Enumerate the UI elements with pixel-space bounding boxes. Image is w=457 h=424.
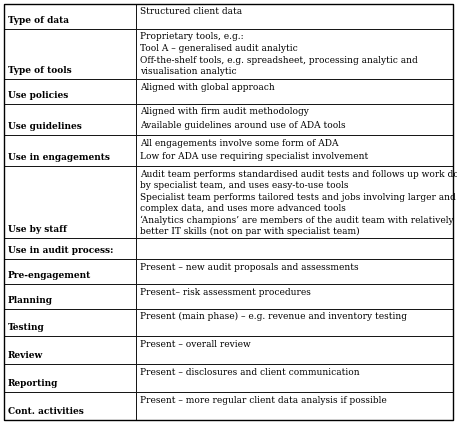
Text: Aligned with global approach: Aligned with global approach xyxy=(140,83,275,92)
Text: Present – more regular client data analysis if possible: Present – more regular client data analy… xyxy=(140,396,387,404)
Bar xyxy=(4,28,137,79)
Bar xyxy=(137,79,453,104)
Bar xyxy=(137,135,453,166)
Text: Type of tools: Type of tools xyxy=(8,66,72,75)
Bar xyxy=(4,166,137,238)
Bar xyxy=(4,135,137,166)
Text: Testing: Testing xyxy=(8,324,45,332)
Bar xyxy=(4,284,137,309)
Text: Low for ADA use requiring specialist involvement: Low for ADA use requiring specialist inv… xyxy=(140,152,369,161)
Text: Specialist team performs tailored tests and jobs involving larger and: Specialist team performs tailored tests … xyxy=(140,192,456,201)
Text: Use by staff: Use by staff xyxy=(8,225,67,234)
Bar xyxy=(4,392,137,420)
Text: Present – overall review: Present – overall review xyxy=(140,340,251,349)
Text: Structured client data: Structured client data xyxy=(140,8,243,17)
Text: Present – disclosures and client communication: Present – disclosures and client communi… xyxy=(140,368,360,377)
Text: Pre-engagement: Pre-engagement xyxy=(8,271,91,280)
Text: by specialist team, and uses easy-to-use tools: by specialist team, and uses easy-to-use… xyxy=(140,181,349,190)
Text: Tool A – generalised audit analytic: Tool A – generalised audit analytic xyxy=(140,44,298,53)
Bar xyxy=(4,238,137,259)
Bar xyxy=(137,104,453,135)
Bar xyxy=(4,4,137,28)
Text: Reporting: Reporting xyxy=(8,379,58,388)
Text: Planning: Planning xyxy=(8,296,53,304)
Text: Audit team performs standardised audit tests and follows up work done: Audit team performs standardised audit t… xyxy=(140,170,457,179)
Text: Use policies: Use policies xyxy=(8,91,68,100)
Text: Off-the-shelf tools, e.g. spreadsheet, processing analytic and: Off-the-shelf tools, e.g. spreadsheet, p… xyxy=(140,56,418,65)
Bar xyxy=(4,364,137,392)
Text: Cont. activities: Cont. activities xyxy=(8,407,84,416)
Text: All engagements involve some form of ADA: All engagements involve some form of ADA xyxy=(140,139,339,148)
Bar xyxy=(137,4,453,28)
Text: Present – new audit proposals and assessments: Present – new audit proposals and assess… xyxy=(140,263,359,272)
Text: better IT skills (not on par with specialist team): better IT skills (not on par with specia… xyxy=(140,227,360,236)
Text: Present– risk assessment procedures: Present– risk assessment procedures xyxy=(140,287,311,296)
Bar xyxy=(4,309,137,337)
Text: Aligned with firm audit methodology: Aligned with firm audit methodology xyxy=(140,107,309,117)
Text: Type of data: Type of data xyxy=(8,16,69,25)
Bar xyxy=(137,364,453,392)
Text: ‘Analytics champions’ are members of the audit team with relatively: ‘Analytics champions’ are members of the… xyxy=(140,215,454,225)
Bar xyxy=(137,28,453,79)
Bar xyxy=(137,309,453,337)
Bar xyxy=(4,259,137,284)
Bar xyxy=(4,337,137,364)
Bar xyxy=(137,337,453,364)
Bar xyxy=(4,104,137,135)
Text: visualisation analytic: visualisation analytic xyxy=(140,67,237,76)
Bar xyxy=(137,259,453,284)
Text: Review: Review xyxy=(8,351,43,360)
Text: complex data, and uses more advanced tools: complex data, and uses more advanced too… xyxy=(140,204,346,213)
Text: Proprietary tools, e.g.:: Proprietary tools, e.g.: xyxy=(140,32,244,41)
Text: Available guidelines around use of ADA tools: Available guidelines around use of ADA t… xyxy=(140,121,346,130)
Bar xyxy=(137,284,453,309)
Text: Use in audit process:: Use in audit process: xyxy=(8,246,113,256)
Bar xyxy=(137,238,453,259)
Text: Use in engagements: Use in engagements xyxy=(8,153,110,162)
Bar xyxy=(4,79,137,104)
Text: Use guidelines: Use guidelines xyxy=(8,122,82,131)
Bar xyxy=(137,392,453,420)
Text: Present (main phase) – e.g. revenue and inventory testing: Present (main phase) – e.g. revenue and … xyxy=(140,312,408,321)
Bar xyxy=(137,166,453,238)
